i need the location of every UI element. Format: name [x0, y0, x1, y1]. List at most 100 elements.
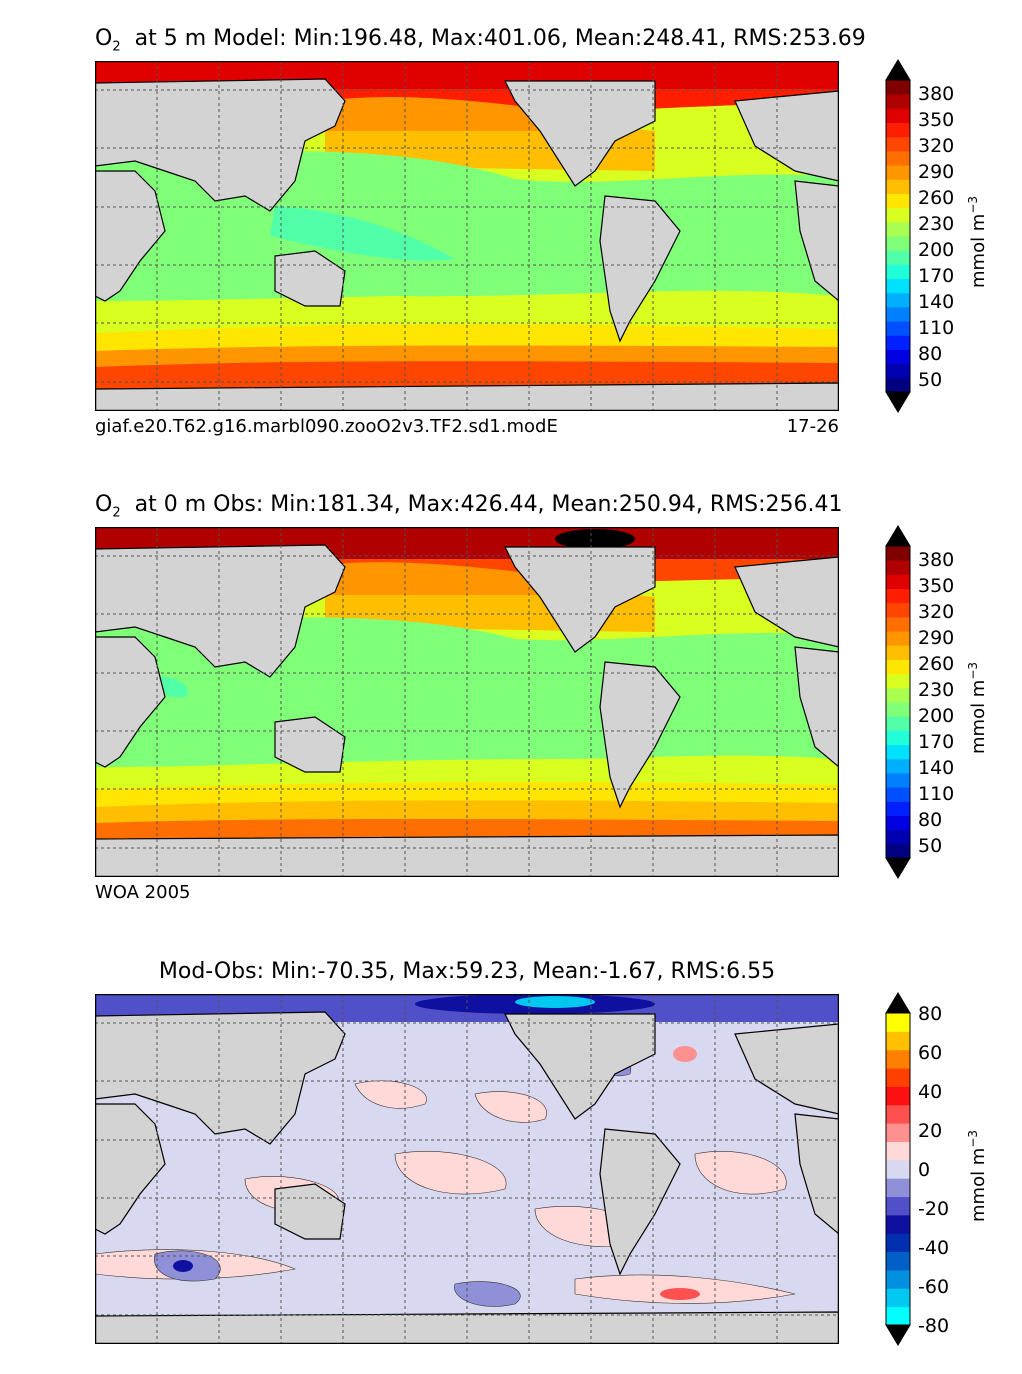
colorbar-segment: [886, 616, 910, 632]
map-grid: [95, 994, 839, 1344]
colorbar-tick-label: 80: [918, 809, 942, 831]
colorbar-tick-label: 380: [918, 83, 954, 105]
colorbar-tick-label: 50: [918, 369, 942, 391]
map-svg-model: [95, 61, 839, 411]
colorbar-segment: [886, 363, 910, 379]
colorbar-segment: [886, 758, 910, 774]
diff-anomaly: [673, 1046, 697, 1062]
colorbar-tick-label: 380: [918, 549, 954, 571]
diff-anomaly: [173, 1260, 193, 1272]
map-svg-diff: [95, 994, 839, 1344]
colorbar-segment: [886, 306, 910, 322]
ocean-max-spot: [555, 529, 635, 549]
colorbar-svg-diff: 80 60 40 20 0 -20 -40 -60 -80: [885, 992, 949, 1346]
land-antarctica: [95, 1311, 839, 1344]
map-frame: [95, 527, 839, 877]
colorbar-svg-obs: 380 350 320 290 260 230 200 170 140 110 80 50: [885, 525, 954, 879]
colorbar-segment: [886, 278, 910, 294]
land-south-america: [599, 1128, 681, 1276]
colorbar-segment: [886, 1288, 910, 1308]
colorbar-tick-label: 110: [918, 783, 954, 805]
unit-sup: −3: [966, 195, 980, 214]
colorbar-extend-min: [885, 857, 911, 879]
diff-anomaly: [515, 996, 595, 1008]
colorbar-segment: [886, 1269, 910, 1289]
panel-title-diff: Mod-Obs: Min:-70.35, Max:59.23, Mean:-1.…: [158, 959, 776, 984]
colorbar-segment: [886, 1031, 910, 1051]
colorbar-tick-label: 320: [918, 601, 954, 623]
colorbar-segment: [886, 702, 910, 717]
land-europe: [734, 556, 839, 648]
colorbar-tick-label: 320: [918, 135, 954, 157]
colorbar-segment: [886, 292, 910, 308]
colorbar-segment: [886, 787, 910, 802]
colorbar-segment: [886, 1141, 910, 1161]
colorbar-tick-label: 40: [918, 1081, 942, 1103]
map-svg-obs: [95, 527, 839, 877]
land-australia: [274, 1183, 346, 1240]
colorbar-diff: 80 60 40 20 0 -20 -40 -60 -80: [884, 992, 1022, 1346]
colorbar-tick-label: 260: [918, 187, 954, 209]
colorbar-unit-diff: mmol m−3: [966, 1130, 989, 1222]
panel-title-model: O2 at 5 m Model: Min:196.48, Max:401.06,…: [95, 26, 866, 54]
colorbar-segment: [886, 150, 910, 166]
colorbar-segment: [886, 1013, 910, 1032]
colorbar-tick-label: 260: [918, 653, 954, 675]
diff-anomaly: [660, 1288, 700, 1300]
colorbar-obs: 380 350 320 290 260 230 200 170 140 110 80 50: [884, 525, 1022, 879]
colorbar-segment: [886, 631, 910, 646]
colorbar-segment: [886, 207, 910, 223]
colorbar-tick-label: 50: [918, 835, 942, 857]
colorbar-segment: [886, 815, 910, 831]
colorbar-tick-label: 140: [918, 291, 954, 313]
unit-sup: −3: [966, 661, 980, 680]
diff-patch: [694, 1151, 787, 1195]
colorbar-segment: [886, 1086, 910, 1106]
unit-text: mmol m: [968, 1147, 989, 1222]
colorbar-extend-max: [885, 59, 911, 81]
colorbar-model: 380 350 320 290 260 230 200 170 140 110 80 50: [884, 59, 1022, 413]
colorbar-extend-max: [885, 525, 911, 547]
colorbar-tick-label: 350: [918, 575, 954, 597]
colorbar-segment: [886, 843, 910, 859]
land-australia: [274, 716, 346, 773]
land-africa: [95, 636, 166, 768]
variable-name: O: [95, 26, 113, 51]
colorbar-tick-label: 20: [918, 1120, 942, 1142]
colorbar-tick-label: 0: [918, 1159, 930, 1181]
colorbar-unit-model: mmol m−3: [966, 196, 989, 288]
colorbar-segment: [886, 136, 910, 152]
colorbar-segment: [886, 1251, 910, 1271]
colorbar-segment: [886, 744, 910, 760]
colorbar-segment: [886, 602, 910, 618]
footer-data-source: WOA 2005: [95, 882, 191, 903]
colorbar-segment: [886, 1123, 910, 1142]
title-text: at 5 m Model: Min:196.48, Max:401.06, Me…: [134, 26, 866, 51]
map-diff: [95, 994, 839, 1344]
land-africa-east: [794, 646, 839, 768]
colorbar-unit-obs: mmol m−3: [966, 662, 989, 754]
diff-patch: [394, 1151, 507, 1195]
map-frame: [95, 61, 839, 411]
colorbar-segment: [886, 1104, 910, 1124]
colorbar-extend-min: [885, 1324, 911, 1346]
colorbar-tick-label: 60: [918, 1042, 942, 1064]
colorbar-extend-max: [885, 992, 911, 1014]
colorbar-tick-label: 80: [918, 343, 942, 365]
colorbar-tick-label: 350: [918, 109, 954, 131]
colorbar-segment: [886, 1214, 910, 1234]
colorbar-tick-label: 290: [918, 627, 954, 649]
variable-subscript: 2: [112, 505, 121, 521]
land-africa-east: [794, 1113, 839, 1235]
colorbar-segment: [886, 560, 910, 575]
colorbar-segment: [886, 221, 910, 237]
colorbar-frame: [885, 79, 911, 393]
colorbar-tick-label: 80: [918, 1003, 942, 1025]
colorbar-segment: [886, 321, 910, 336]
colorbar-segment: [886, 335, 910, 350]
colorbar-segment: [886, 588, 910, 604]
footer-run-name: giaf.e20.T62.g16.marbl090.zooO2v3.TF2.sd…: [95, 416, 558, 437]
land-africa: [95, 1103, 166, 1235]
colorbar-segment: [886, 1233, 910, 1253]
land-north-america: [504, 1013, 656, 1120]
